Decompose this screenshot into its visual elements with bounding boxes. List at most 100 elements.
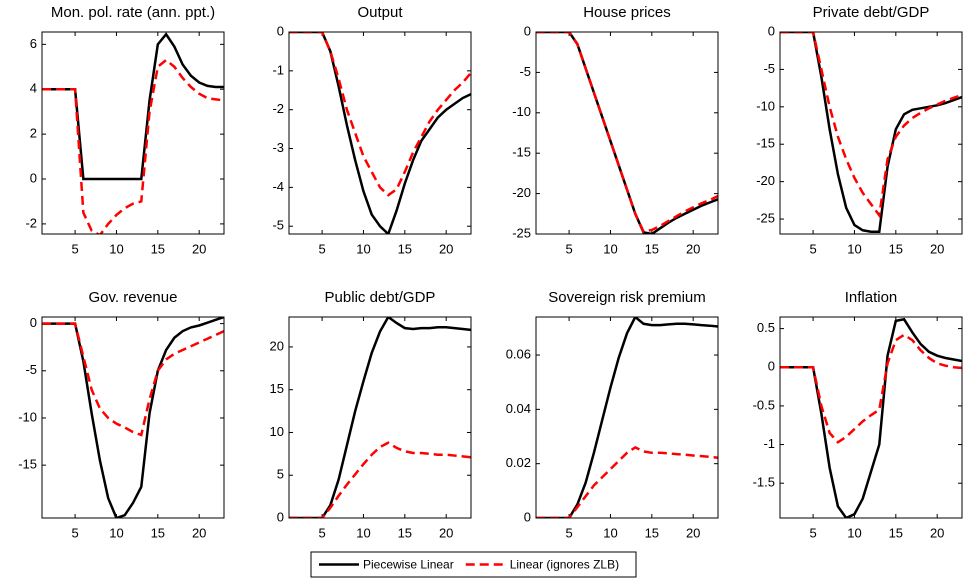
y-tick-label: -10 [756, 98, 775, 113]
y-tick-label: -10 [512, 104, 531, 119]
x-tick-label: 15 [645, 241, 659, 256]
series-line [536, 317, 718, 518]
series-line [289, 32, 471, 234]
y-tick-label: 0 [30, 170, 37, 185]
series-line [536, 445, 718, 518]
axes-frame [779, 31, 963, 235]
subplot-title: Public debt/GDP [325, 289, 436, 306]
y-tick-label: -1 [763, 436, 775, 451]
x-tick-label: 5 [71, 525, 78, 540]
axes-frame [779, 316, 963, 519]
x-tick-label: 15 [151, 525, 165, 540]
y-tick-label: 15 [270, 381, 284, 396]
axes-frame [535, 31, 719, 235]
y-tick-label: -10 [18, 409, 37, 424]
x-tick-label: 10 [356, 241, 370, 256]
axes-frame [535, 316, 719, 519]
x-tick-label: 15 [889, 241, 903, 256]
y-tick-label: -1.5 [753, 475, 775, 490]
subplot-title: Gov. revenue [89, 289, 178, 306]
y-tick-label: 0 [768, 359, 775, 374]
x-tick-label: 15 [645, 525, 659, 540]
x-tick-label: 15 [398, 525, 412, 540]
x-tick-label: 10 [603, 241, 617, 256]
y-tick-label: 0 [768, 23, 775, 38]
y-tick-label: -15 [756, 136, 775, 151]
x-tick-label: 5 [565, 241, 572, 256]
subplot-title: Output [357, 4, 403, 21]
series-line [42, 317, 224, 518]
y-tick-label: -5 [519, 64, 531, 79]
x-tick-label: 20 [686, 241, 700, 256]
axes-frame [41, 31, 225, 235]
y-tick-label: -25 [756, 210, 775, 225]
x-tick-label: 10 [847, 241, 861, 256]
y-tick-label: -20 [756, 173, 775, 188]
series-line [536, 32, 718, 234]
x-tick-label: 15 [398, 241, 412, 256]
subplot-title: Sovereign risk premium [548, 289, 706, 306]
y-tick-label: -3 [272, 140, 284, 155]
axes-frame [288, 316, 472, 519]
x-tick-label: 5 [318, 525, 325, 540]
series-line [780, 317, 962, 518]
series-line [289, 32, 471, 197]
y-tick-label: 0.06 [506, 346, 531, 361]
y-tick-label: 0.5 [757, 320, 775, 335]
x-tick-label: 15 [889, 525, 903, 540]
y-tick-label: -20 [512, 185, 531, 200]
x-tick-label: 10 [603, 525, 617, 540]
y-tick-label: -5 [25, 362, 37, 377]
series-line [42, 32, 224, 181]
y-tick-label: -5 [763, 61, 775, 76]
y-tick-label: 0.04 [506, 401, 531, 416]
x-tick-label: 5 [565, 525, 572, 540]
x-tick-label: 10 [356, 525, 370, 540]
x-tick-label: 5 [809, 241, 816, 256]
y-tick-label: 2 [30, 126, 37, 141]
x-tick-label: 10 [847, 525, 861, 540]
y-tick-label: 5 [277, 467, 284, 482]
subplot-title: Mon. pol. rate (ann. ppt.) [51, 4, 215, 21]
y-tick-label: 0 [524, 509, 531, 524]
subplot-title: House prices [583, 4, 671, 21]
series-line [42, 58, 224, 234]
legend-label: Piecewise Linear [363, 558, 454, 572]
y-tick-label: 10 [270, 424, 284, 439]
x-tick-label: 10 [109, 241, 123, 256]
subplot-title: Private debt/GDP [813, 4, 930, 21]
series-line [780, 333, 962, 444]
x-tick-label: 20 [686, 525, 700, 540]
y-tick-label: -15 [18, 457, 37, 472]
x-tick-label: 5 [318, 241, 325, 256]
x-tick-label: 20 [439, 525, 453, 540]
y-tick-label: 0 [524, 23, 531, 38]
y-tick-label: -0.5 [753, 397, 775, 412]
legend-label: Linear (ignores ZLB) [510, 558, 619, 572]
x-tick-label: 15 [151, 241, 165, 256]
series-line [42, 322, 224, 437]
y-tick-label: -1 [272, 62, 284, 77]
series-line [780, 32, 962, 234]
series-line [289, 317, 471, 518]
x-tick-label: 20 [192, 241, 206, 256]
subplot-title: Inflation [845, 289, 898, 306]
series-line [289, 441, 471, 518]
y-tick-label: -5 [272, 218, 284, 233]
x-tick-label: 10 [109, 525, 123, 540]
x-tick-label: 5 [809, 525, 816, 540]
y-tick-label: 20 [270, 338, 284, 353]
y-tick-label: -2 [272, 101, 284, 116]
x-tick-label: 5 [71, 241, 78, 256]
y-tick-label: -15 [512, 145, 531, 160]
y-tick-label: 0 [277, 23, 284, 38]
x-tick-label: 20 [930, 525, 944, 540]
axes-frame [41, 316, 225, 519]
x-tick-label: 20 [439, 241, 453, 256]
y-tick-label: -2 [25, 215, 37, 230]
y-tick-label: -4 [272, 179, 284, 194]
series-line [536, 32, 718, 233]
y-tick-label: 4 [30, 81, 37, 96]
y-tick-label: 6 [30, 36, 37, 51]
